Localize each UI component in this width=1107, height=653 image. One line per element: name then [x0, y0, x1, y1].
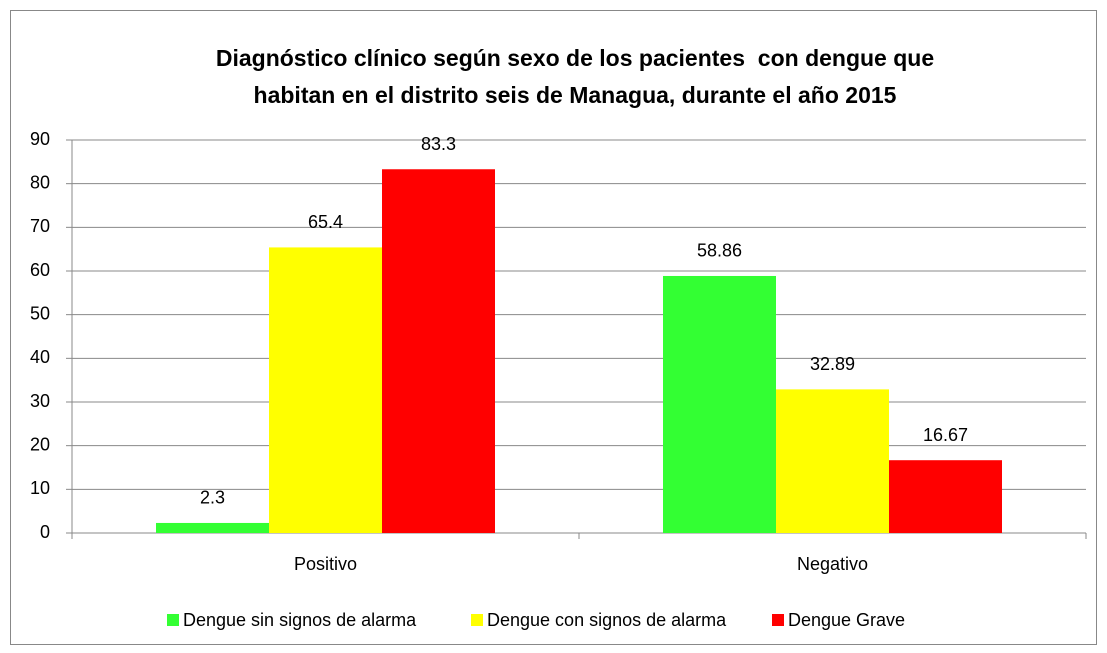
legend-swatch — [772, 614, 784, 626]
chart-title: habitan en el distrito seis de Managua, … — [254, 82, 897, 108]
data-label: 58.86 — [697, 241, 742, 261]
bar — [269, 247, 382, 534]
y-tick-label: 0 — [40, 522, 50, 542]
bar — [382, 169, 495, 534]
bar — [663, 275, 776, 533]
y-tick-label: 50 — [30, 303, 50, 323]
x-tick-label: Positivo — [294, 554, 357, 574]
bar — [776, 389, 889, 533]
y-tick-label: 80 — [30, 172, 50, 192]
legend-label: Dengue con signos de alarma — [487, 610, 727, 630]
legend-swatch — [471, 614, 483, 626]
y-tick-label: 60 — [30, 260, 50, 280]
chart-title: Diagnóstico clínico según sexo de los pa… — [216, 45, 934, 71]
bar — [156, 522, 269, 533]
data-label: 83.3 — [421, 134, 456, 154]
legend-swatch — [167, 614, 179, 626]
legend-label: Dengue sin signos de alarma — [183, 610, 417, 630]
data-label: 32.89 — [810, 354, 855, 374]
x-tick-label: Negativo — [797, 554, 868, 574]
y-tick-label: 30 — [30, 391, 50, 411]
y-tick-label: 90 — [30, 129, 50, 149]
data-label: 2.3 — [200, 488, 225, 508]
legend-label: Dengue Grave — [788, 610, 905, 630]
data-label: 65.4 — [308, 212, 343, 232]
y-tick-label: 20 — [30, 434, 50, 454]
chart-border — [10, 10, 1097, 645]
y-tick-label: 10 — [30, 478, 50, 498]
data-label: 16.67 — [923, 425, 968, 445]
bar — [889, 460, 1002, 533]
y-tick-label: 40 — [30, 347, 50, 367]
y-tick-label: 70 — [30, 216, 50, 236]
